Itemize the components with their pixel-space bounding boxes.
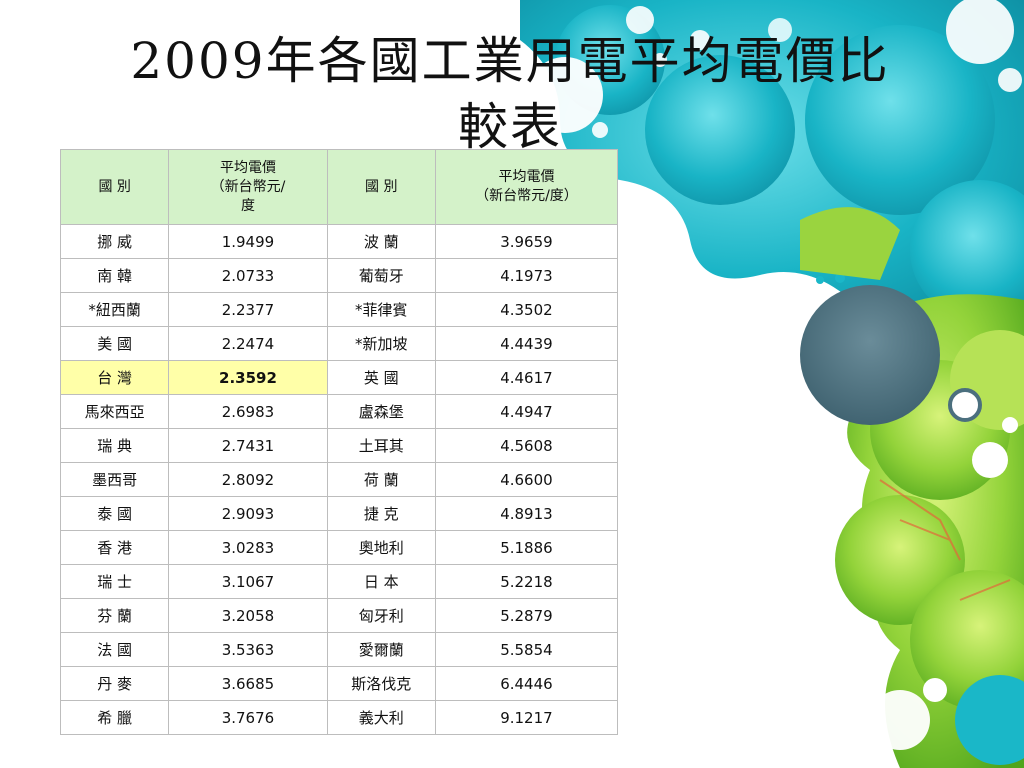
title-line-2: 較表 [458, 98, 562, 156]
header-country-right: 國 別 [326, 149, 436, 225]
price-left-cell: 2.2474 [168, 326, 328, 361]
country-left-cell: 南 韓 [59, 258, 170, 293]
country-left-cell: 法 國 [59, 632, 170, 667]
price-left-cell: 3.1067 [168, 564, 328, 599]
table-row: *紐西蘭 2.2377 *菲律賓 4.3502 [59, 292, 619, 327]
country-right-cell: 土耳其 [326, 428, 436, 463]
price-right-cell: 9.1217 [434, 700, 619, 735]
header-price-right: 平均電價 （新台幣元/度） [434, 149, 619, 225]
country-left-cell: 香 港 [59, 530, 170, 565]
country-right-cell: 日 本 [326, 564, 436, 599]
country-left-cell: 馬來西亞 [59, 394, 170, 429]
table-row: 芬 蘭 3.2058 匈牙利 5.2879 [59, 598, 619, 633]
price-left-cell: 2.6983 [168, 394, 328, 429]
price-left-cell: 1.9499 [168, 224, 328, 259]
header-country-left: 國 別 [59, 149, 170, 225]
country-right-cell: 斯洛伐克 [326, 666, 436, 701]
table-header: 國 別 平均電價 （新台幣元/ 度 國 別 平均電價 （新台幣元/度） [59, 149, 619, 225]
price-right-cell: 5.1886 [434, 530, 619, 565]
price-right-cell: 4.4439 [434, 326, 619, 361]
price-left-cell: 3.7676 [168, 700, 328, 735]
table-row: 丹 麥 3.6685 斯洛伐克 6.4446 [59, 666, 619, 701]
price-left-cell: 2.3592 [168, 360, 328, 395]
country-right-cell: 匈牙利 [326, 598, 436, 633]
price-left-cell: 3.2058 [168, 598, 328, 633]
table-row: 挪 威 1.9499 波 蘭 3.9659 [59, 224, 619, 259]
table-row: 法 國 3.5363 愛爾蘭 5.5854 [59, 632, 619, 667]
country-left-cell: 墨西哥 [59, 462, 170, 497]
price-right-cell: 4.1973 [434, 258, 619, 293]
country-left-cell: 泰 國 [59, 496, 170, 531]
title-line-1: 2009年各國工業用電平均電價比 [130, 32, 890, 90]
price-left-cell: 2.0733 [168, 258, 328, 293]
table-body: 挪 威 1.9499 波 蘭 3.9659 南 韓 2.0733 葡萄牙 4.1973 *紐西蘭… [59, 224, 619, 735]
country-left-cell: 希 臘 [59, 700, 170, 735]
country-left-cell: 瑞 士 [59, 564, 170, 599]
country-right-cell: 荷 蘭 [326, 462, 436, 497]
price-right-cell: 4.3502 [434, 292, 619, 327]
country-right-cell: 愛爾蘭 [326, 632, 436, 667]
header-price-left-line3: 度 [240, 197, 255, 214]
price-left-cell: 3.0283 [168, 530, 328, 565]
country-left-cell: 芬 蘭 [59, 598, 170, 633]
header-price-left-line2: （新台幣元/ [210, 178, 286, 195]
country-left-cell: 丹 麥 [59, 666, 170, 701]
country-right-cell: 捷 克 [326, 496, 436, 531]
price-right-cell: 4.6600 [434, 462, 619, 497]
country-left-cell: 瑞 典 [59, 428, 170, 463]
table-row: 瑞 典 2.7431 土耳其 4.5608 [59, 428, 619, 463]
price-left-cell: 2.7431 [168, 428, 328, 463]
price-left-cell: 2.8092 [168, 462, 328, 497]
price-right-cell: 4.4947 [434, 394, 619, 429]
price-right-cell: 5.2879 [434, 598, 619, 633]
country-left-cell: 挪 威 [59, 224, 170, 259]
country-right-cell: 英 國 [326, 360, 436, 395]
price-left-cell: 2.2377 [168, 292, 328, 327]
price-left-cell: 2.9093 [168, 496, 328, 531]
table-row: 瑞 士 3.1067 日 本 5.2218 [59, 564, 619, 599]
header-row: 國 別 平均電價 （新台幣元/ 度 國 別 平均電價 （新台幣元/度） [59, 149, 619, 225]
page-title: 2009年各國工業用電平均電價比 較表 [60, 28, 960, 160]
country-right-cell: *新加坡 [326, 326, 436, 361]
table-row: 台 灣 2.3592 英 國 4.4617 [59, 360, 619, 395]
price-right-cell: 4.5608 [434, 428, 619, 463]
price-left-cell: 3.5363 [168, 632, 328, 667]
country-right-cell: 義大利 [326, 700, 436, 735]
country-right-cell: *菲律賓 [326, 292, 436, 327]
table-row: 馬來西亞 2.6983 盧森堡 4.4947 [59, 394, 619, 429]
price-right-cell: 4.4617 [434, 360, 619, 395]
table-row: 墨西哥 2.8092 荷 蘭 4.6600 [59, 462, 619, 497]
price-left-cell: 3.6685 [168, 666, 328, 701]
table-row: 南 韓 2.0733 葡萄牙 4.1973 [59, 258, 619, 293]
country-right-cell: 奧地利 [326, 530, 436, 565]
country-right-cell: 葡萄牙 [326, 258, 436, 293]
table-row: 香 港 3.0283 奧地利 5.1886 [59, 530, 619, 565]
country-left-cell: 美 國 [59, 326, 170, 361]
table-row: 泰 國 2.9093 捷 克 4.8913 [59, 496, 619, 531]
table-row: 美 國 2.2474 *新加坡 4.4439 [59, 326, 619, 361]
price-right-cell: 4.8913 [434, 496, 619, 531]
price-right-cell: 6.4446 [434, 666, 619, 701]
price-right-cell: 5.5854 [434, 632, 619, 667]
table-row: 希 臘 3.7676 義大利 9.1217 [59, 700, 619, 735]
country-left-cell: 台 灣 [59, 360, 170, 395]
price-right-cell: 3.9659 [434, 224, 619, 259]
header-price-left: 平均電價 （新台幣元/ 度 [168, 149, 328, 225]
header-price-right-line2: （新台幣元/度） [475, 188, 578, 204]
price-right-cell: 5.2218 [434, 564, 619, 599]
country-right-cell: 盧森堡 [326, 394, 436, 429]
country-left-cell: *紐西蘭 [59, 292, 170, 327]
header-price-left-line1: 平均電價 [219, 159, 276, 176]
country-right-cell: 波 蘭 [326, 224, 436, 259]
header-price-right-line1: 平均電價 [498, 169, 555, 185]
